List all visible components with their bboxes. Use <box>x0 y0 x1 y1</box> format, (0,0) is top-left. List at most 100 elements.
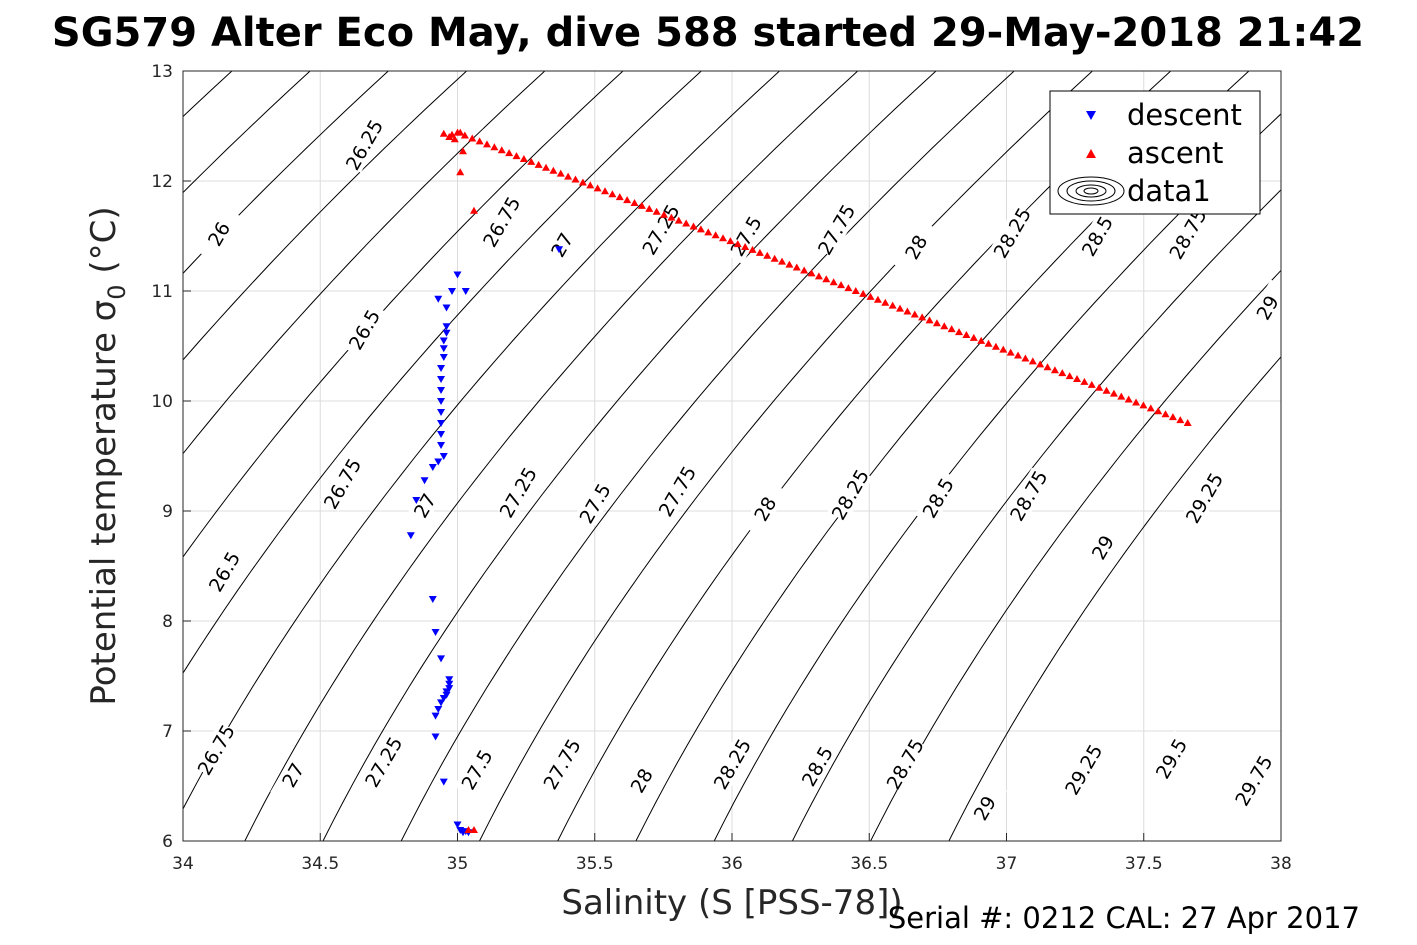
descent-point <box>431 629 440 636</box>
ascent-point <box>726 237 735 245</box>
contour-label-bg <box>539 216 585 273</box>
contour-label-bg <box>402 477 448 534</box>
ascent-point <box>505 149 514 157</box>
ascent-point <box>1132 398 1141 406</box>
axis-ticks: 34 34.5 35 35.5 36 36.5 37 37.5 38 6 7 8 9 10 11 12 13 <box>151 62 1291 874</box>
descent-point <box>439 337 448 345</box>
ascent-point <box>542 163 551 171</box>
x-tick-label: 36 <box>721 854 743 874</box>
y-tick-label: 8 <box>162 612 173 632</box>
legend: descent ascent data1 <box>1049 90 1261 215</box>
ascent-point <box>469 206 478 214</box>
isopycnal-line <box>322 71 937 841</box>
ascent-point <box>704 228 713 236</box>
contour-label-bg <box>1231 752 1277 809</box>
ascent-point <box>689 222 698 230</box>
ascent-point <box>556 169 565 177</box>
ascent-point <box>1183 419 1192 426</box>
contour-label: 27.75 <box>540 735 586 793</box>
ascent-point <box>458 147 467 155</box>
x-axis-label: Salinity (S [PSS-78]) <box>561 883 902 923</box>
contour-label-bg <box>813 201 859 258</box>
ascent-point <box>1043 363 1052 371</box>
x-tick-label: 37 <box>996 854 1018 874</box>
contour-label-bg <box>539 735 585 793</box>
ascent-point <box>896 304 905 312</box>
descent-point <box>437 376 446 383</box>
ascent-point <box>785 260 794 268</box>
contour-label-bg <box>882 735 928 793</box>
ascent-point <box>984 339 993 347</box>
contour-label: 29.25 <box>1061 741 1107 799</box>
descent-point <box>437 365 446 372</box>
descent-point <box>428 464 437 471</box>
descent-point <box>448 288 457 295</box>
descent-point <box>439 354 448 361</box>
contour-label: 28.25 <box>828 466 874 524</box>
x-tick-label: 34 <box>172 854 194 874</box>
legend-data1-label: data1 <box>1127 174 1211 208</box>
ascent-point <box>1161 410 1170 418</box>
contour-label-bg <box>1080 519 1126 576</box>
descent-point <box>453 271 462 279</box>
x-tick-label: 35.5 <box>576 854 614 874</box>
descent-point <box>437 420 446 427</box>
contour-label: 28.25 <box>990 204 1036 262</box>
contour-label: 26.25 <box>342 116 388 174</box>
ascent-point <box>711 231 720 239</box>
contour-label: 27.25 <box>361 733 407 791</box>
descent-point <box>442 304 451 312</box>
descent-point <box>437 409 446 416</box>
ascent-point <box>601 187 610 195</box>
ascent-point <box>464 826 473 833</box>
contour-label: 27.75 <box>655 463 701 521</box>
isopycnal-line <box>557 71 1172 841</box>
ascent-point <box>456 168 465 176</box>
ascent-point <box>660 210 669 218</box>
ascent-point <box>1146 404 1155 412</box>
ascent-point <box>932 319 941 327</box>
isopycnal-line <box>183 71 780 810</box>
contour-label: 26.75 <box>194 721 240 779</box>
y-tick-label: 13 <box>151 62 173 82</box>
ascent-point <box>1073 375 1082 382</box>
descent-point <box>437 655 446 663</box>
contour-label-bg <box>618 752 664 809</box>
ascent-point <box>1176 416 1185 424</box>
ascent-point <box>1006 348 1015 356</box>
y-tick-label: 11 <box>151 282 173 302</box>
ascent-point <box>637 201 646 209</box>
ascent-point <box>469 826 478 833</box>
contour-label-bg <box>1148 730 1194 787</box>
ascent-point <box>696 225 705 233</box>
ascent-point <box>1080 377 1089 385</box>
descent-point <box>437 699 446 707</box>
legend-box <box>1049 90 1261 215</box>
ascent-point <box>512 152 521 160</box>
x-tick-label: 38 <box>1270 854 1292 874</box>
descent-point <box>555 246 564 254</box>
contour-label: 29.75 <box>1231 752 1277 810</box>
isopycnal-line <box>183 71 389 275</box>
ascent-point <box>468 134 477 142</box>
legend-ascent-label: ascent <box>1127 136 1223 170</box>
isopycnal-line <box>183 71 467 361</box>
legend-descent-label: descent <box>1127 98 1242 132</box>
ascent-point <box>748 245 757 253</box>
ascent-point <box>977 336 986 344</box>
contour-label-bg <box>742 480 788 537</box>
ascent-point <box>652 207 661 215</box>
ascent-point <box>770 254 779 262</box>
ascent-point <box>667 213 676 221</box>
contour-label-bg <box>341 301 387 358</box>
isopycnal-line <box>0 71 154 841</box>
isopycnal-line <box>0 71 75 841</box>
contour-label-bg <box>572 475 618 532</box>
y-tick-label: 6 <box>162 832 173 852</box>
y-axis-label-sub: 0 <box>103 284 131 299</box>
ascent-point <box>571 175 580 183</box>
descent-point <box>412 497 421 504</box>
y-tick-label: 7 <box>162 722 173 742</box>
ascent-point <box>1014 351 1023 359</box>
